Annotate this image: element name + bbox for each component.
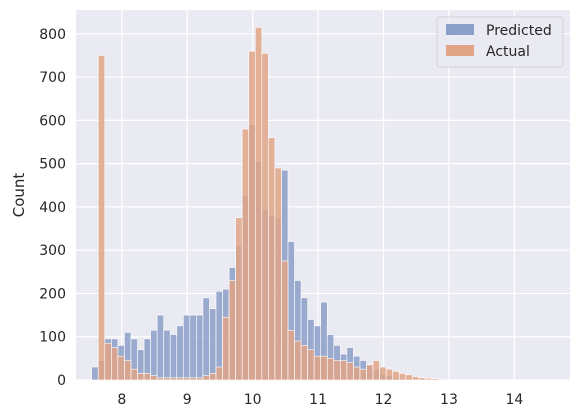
x-tick-label: 13 bbox=[440, 392, 458, 408]
histogram-bar bbox=[294, 340, 302, 381]
histogram-bar bbox=[202, 297, 210, 381]
histogram-bar bbox=[326, 358, 335, 381]
legend-label-predicted: Predicted bbox=[486, 23, 552, 39]
series-actual bbox=[97, 27, 452, 381]
histogram-bar bbox=[412, 376, 420, 381]
histogram-bar bbox=[183, 314, 191, 381]
x-tick-label: 11 bbox=[309, 392, 327, 408]
histogram-bar bbox=[196, 314, 204, 381]
histogram-bar bbox=[307, 349, 315, 381]
histogram-bar bbox=[156, 314, 164, 381]
histogram-bar bbox=[313, 355, 322, 381]
histogram-bar bbox=[254, 27, 263, 381]
histogram-bar bbox=[418, 377, 426, 381]
histogram-bar bbox=[156, 377, 164, 381]
histogram-bar bbox=[130, 368, 138, 381]
y-axis-title: Count bbox=[10, 173, 28, 218]
histogram-bar bbox=[261, 52, 269, 381]
histogram-bar bbox=[150, 329, 158, 381]
histogram-bar bbox=[202, 375, 210, 381]
y-tick-label: 300 bbox=[39, 243, 66, 259]
tick-labels: 8 9 10 11 12 13 14 0 100 200 300 400 500 600 700 800 bbox=[39, 27, 523, 408]
histogram-bar bbox=[150, 375, 158, 381]
y-tick-label: 0 bbox=[57, 373, 66, 389]
y-tick-label: 800 bbox=[39, 27, 66, 43]
histogram-bar bbox=[425, 377, 433, 381]
histogram-bar bbox=[320, 355, 328, 381]
histogram-bar bbox=[281, 260, 289, 381]
histogram-bar bbox=[169, 334, 178, 381]
histogram-bar bbox=[143, 373, 151, 381]
histogram-bar bbox=[215, 366, 223, 381]
histogram-bar bbox=[222, 316, 230, 381]
histogram-bar bbox=[333, 360, 341, 381]
histogram-bar bbox=[189, 377, 197, 381]
x-tick-label: 9 bbox=[183, 392, 192, 408]
histogram-bar bbox=[346, 362, 354, 381]
histogram-bars bbox=[91, 27, 452, 381]
histogram-bar bbox=[176, 325, 184, 381]
histogram-bar bbox=[300, 345, 308, 381]
histogram-bar bbox=[189, 314, 197, 381]
histogram-bar bbox=[372, 360, 380, 381]
histogram-bar bbox=[163, 329, 171, 381]
histogram-bar bbox=[196, 377, 204, 381]
y-tick-label: 700 bbox=[39, 70, 66, 86]
histogram-bar bbox=[274, 167, 282, 381]
histogram-bar bbox=[228, 280, 236, 381]
y-tick-label: 600 bbox=[39, 113, 66, 129]
histogram-bar bbox=[366, 364, 374, 381]
histogram-bar bbox=[215, 290, 223, 381]
histogram-bar bbox=[431, 378, 439, 381]
histogram-bar bbox=[104, 342, 112, 381]
histogram-bar bbox=[379, 366, 387, 381]
histogram-bar bbox=[287, 329, 295, 381]
x-tick-label: 8 bbox=[117, 392, 126, 408]
histogram-bar bbox=[97, 55, 106, 381]
histogram-bar bbox=[398, 373, 407, 381]
histogram-bar bbox=[111, 347, 119, 381]
histogram-bar bbox=[163, 377, 171, 381]
histogram-bar bbox=[241, 128, 250, 381]
histogram-bar bbox=[405, 374, 413, 381]
x-tick-label: 14 bbox=[505, 392, 523, 408]
y-tick-label: 200 bbox=[39, 286, 66, 302]
y-tick-label: 100 bbox=[39, 330, 66, 346]
legend-swatch-actual bbox=[446, 45, 474, 56]
histogram-bar bbox=[438, 378, 446, 381]
y-tick-label: 500 bbox=[39, 157, 66, 173]
histogram-bar bbox=[209, 308, 217, 381]
legend: Predicted Actual bbox=[436, 16, 564, 68]
y-tick-label: 400 bbox=[39, 200, 66, 216]
histogram-bar bbox=[117, 355, 125, 381]
histogram-bar bbox=[385, 368, 393, 381]
legend-swatch-predicted bbox=[446, 24, 474, 35]
histogram-bar bbox=[340, 360, 348, 381]
histogram-bar bbox=[176, 377, 184, 381]
histogram-bar bbox=[124, 360, 132, 381]
histogram-bar bbox=[183, 377, 191, 381]
histogram-bar bbox=[392, 371, 400, 381]
histogram-bar bbox=[91, 366, 99, 381]
x-tick-label: 12 bbox=[375, 392, 393, 408]
histogram-bar bbox=[169, 377, 178, 381]
histogram-bar bbox=[359, 368, 367, 381]
x-tick-label: 10 bbox=[244, 392, 262, 408]
legend-label-actual: Actual bbox=[486, 44, 530, 60]
histogram-bar bbox=[248, 50, 256, 381]
histogram-bar bbox=[137, 373, 145, 381]
histogram-bar bbox=[235, 217, 243, 381]
histogram-bar bbox=[353, 366, 361, 381]
histogram-bar bbox=[268, 137, 276, 381]
histogram-bar bbox=[209, 373, 217, 381]
